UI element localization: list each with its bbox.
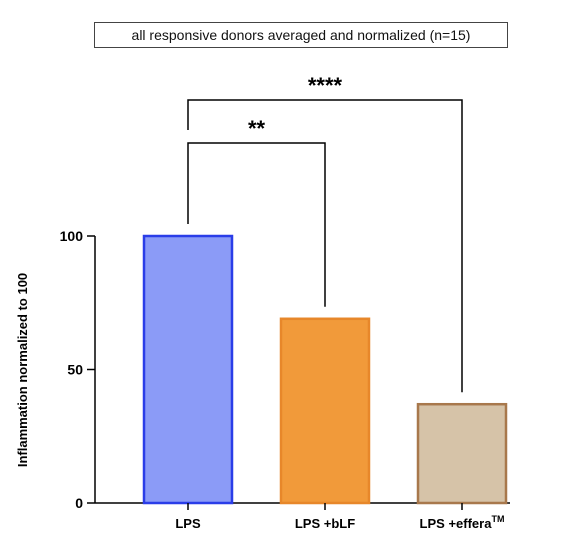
chart-title: all responsive donors averaged and norma… [94, 22, 508, 48]
y-tick-label: 50 [67, 362, 83, 378]
significance-bracket [187, 142, 326, 307]
significance-label: **** [308, 73, 343, 98]
significance-label: ** [248, 116, 266, 141]
x-tick-label-superscript: TM [491, 514, 504, 524]
x-tick-label: LPS +bLF [295, 516, 355, 531]
x-tick-label: LPS [175, 516, 201, 531]
bar [142, 234, 234, 505]
y-tick-label: 100 [60, 228, 84, 244]
y-axis-label: Inflammation normalized to 100 [15, 273, 30, 467]
y-tick-label: 0 [75, 495, 83, 511]
bar [279, 317, 371, 505]
significance-bracket [187, 99, 463, 393]
bar [416, 402, 508, 505]
x-tick-label: LPS +efferaTM [420, 514, 505, 531]
